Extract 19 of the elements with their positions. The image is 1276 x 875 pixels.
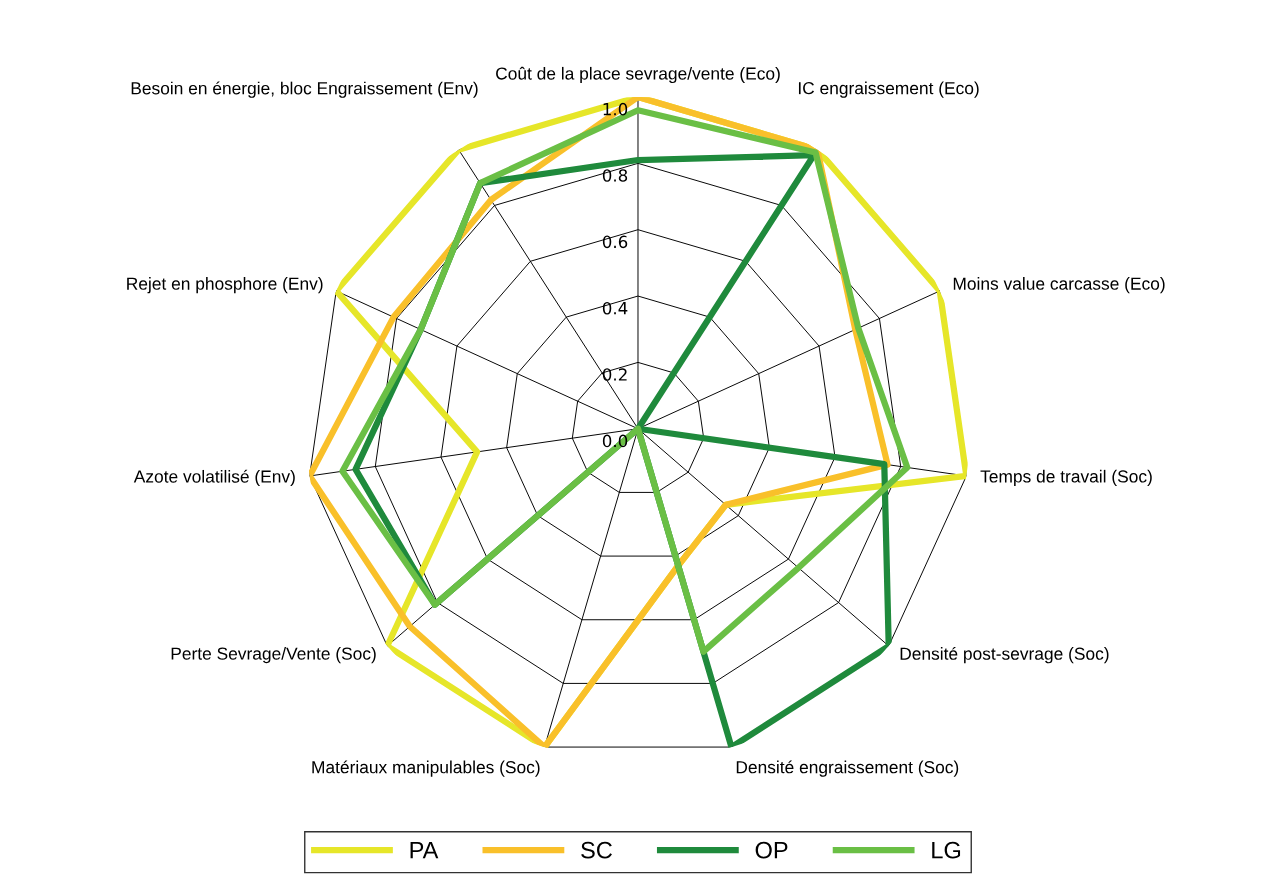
legend-label: OP (755, 841, 788, 859)
spoke-label: Perte Sevrage/Vente (Soc) (171, 647, 376, 664)
legend-label: SC (581, 841, 612, 859)
spoke-label: Densité engraissement (Soc) (736, 760, 959, 777)
spoke-label: IC engraissement (Eco) (798, 81, 979, 98)
spoke-label: Temps de travail (Soc) (980, 469, 1152, 487)
spoke-label: Moins value carcasse (Eco) (953, 277, 1165, 294)
legend-label: PA (410, 842, 439, 859)
y-tick-label: 0.2 (602, 368, 627, 381)
legend-label: LG (932, 841, 961, 859)
spoke-label: Besoin en énergie, bloc Engraissement (Env) (131, 81, 478, 98)
spoke-label: Matériaux manipulables (Soc) (312, 760, 540, 777)
y-tick-label: 0.8 (602, 169, 628, 182)
y-tick-label: 0.6 (602, 235, 628, 249)
spoke-label: Rejet en phosphore (Env) (127, 277, 323, 294)
y-tick-label: 0.4 (602, 301, 628, 315)
spoke-label: Azote volatilisé (Env) (133, 469, 295, 487)
spoke-label: Coût de la place sevrage/vente (Eco) (496, 66, 780, 84)
spoke-label: Densité post-sevrage (Soc) (900, 646, 1109, 664)
